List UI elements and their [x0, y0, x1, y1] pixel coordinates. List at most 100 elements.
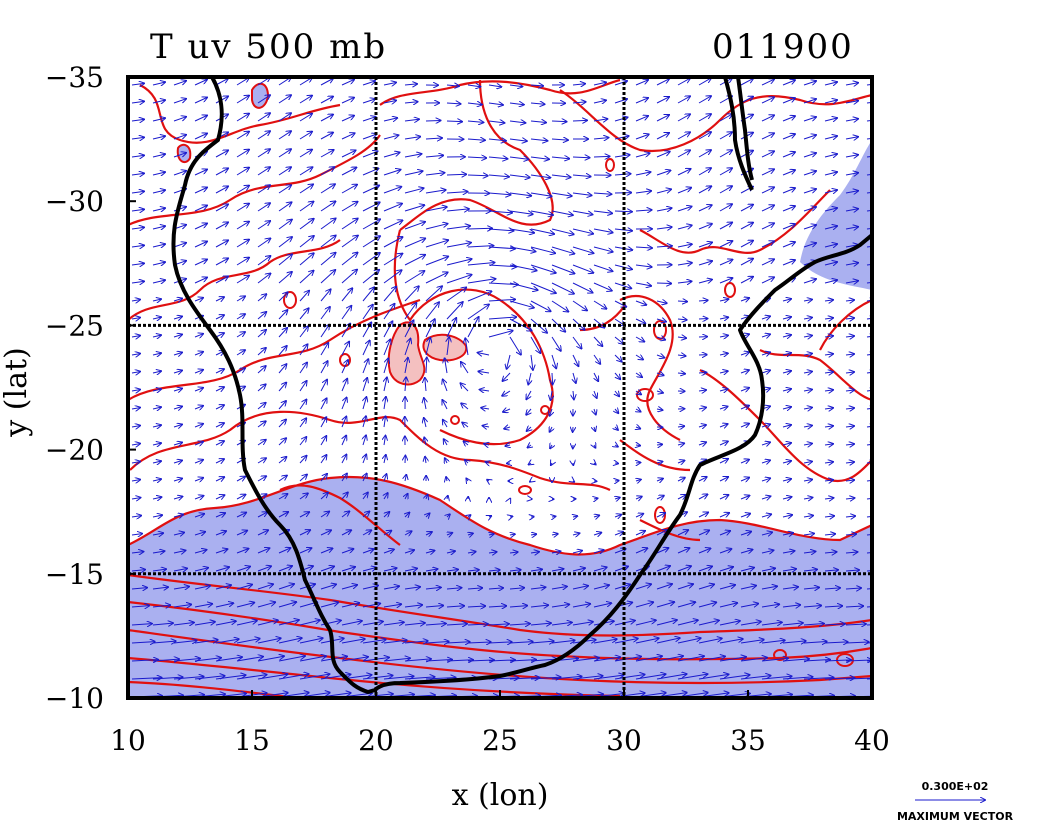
wind-vector [761, 352, 770, 355]
wind-vector [761, 658, 788, 661]
wind-vector [719, 204, 732, 212]
wind-vector [719, 603, 737, 608]
wind-vector [782, 425, 791, 427]
wind-vector [404, 171, 423, 176]
wind-vector [782, 371, 791, 373]
wind-vector [761, 478, 770, 481]
y-tick-label: −10 [45, 682, 104, 715]
wind-vector [194, 640, 218, 644]
wind-vector [866, 155, 872, 158]
wind-vector [551, 336, 561, 351]
wind-vector [698, 477, 707, 481]
wind-vector [530, 336, 540, 353]
wind-vector [782, 317, 791, 319]
wind-vector [341, 398, 347, 410]
wind-vector [320, 455, 327, 464]
wind-vector [824, 336, 833, 337]
wind-vector [194, 170, 207, 176]
wind-vector [299, 96, 312, 104]
wind-vector [719, 168, 732, 176]
vector-legend-label: MAXIMUM VECTOR [897, 810, 1014, 823]
x-tick-label: 40 [854, 724, 890, 757]
wind-vector [467, 85, 480, 87]
wind-vector [824, 244, 837, 247]
wind-vector [677, 602, 695, 608]
wind-vector [677, 373, 685, 374]
wind-vector [656, 409, 663, 410]
wind-vector [593, 156, 610, 157]
wind-vector [173, 641, 197, 644]
wind-vector [320, 325, 329, 338]
wind-vector [383, 604, 401, 607]
wind-vector [152, 425, 161, 427]
wind-vector [824, 154, 837, 157]
wind-vector [509, 336, 521, 355]
wind-vector [845, 300, 854, 301]
wind-vector [152, 623, 173, 625]
wind-vector [446, 642, 470, 643]
wind-vector [487, 480, 489, 481]
wind-vector [467, 246, 493, 247]
wind-vector [614, 155, 630, 157]
wind-vector [194, 278, 207, 284]
wind-vector [782, 98, 795, 104]
wind-vector [530, 175, 550, 178]
wind-vector [698, 494, 707, 500]
wind-vector [782, 641, 806, 643]
wind-vector [803, 189, 816, 194]
wind-vector [383, 622, 404, 625]
y-tick-label: −15 [45, 558, 104, 591]
wind-vector [824, 588, 840, 589]
wind-vector [698, 425, 706, 427]
wind-vector [173, 299, 182, 302]
wind-vector [278, 202, 292, 212]
wind-vector [131, 426, 140, 427]
wind-vector [614, 300, 626, 307]
wind-vector [573, 516, 577, 517]
wind-vector [236, 603, 254, 608]
wind-vector [405, 475, 406, 482]
wind-vector [131, 191, 144, 193]
wind-vector [552, 372, 553, 384]
wind-vector [467, 279, 495, 284]
wind-vector [740, 424, 749, 427]
wind-vector [719, 132, 732, 140]
wind-vector [236, 296, 245, 302]
wind-vector [480, 390, 490, 391]
wind-vector [824, 426, 833, 427]
wind-vector [531, 354, 533, 370]
wind-vector [803, 642, 827, 644]
wind-vector [656, 530, 667, 536]
wind-vector [467, 624, 488, 625]
wind-vector [194, 622, 215, 625]
wind-vector [467, 175, 488, 176]
wind-vector [236, 150, 249, 158]
wind-vector [488, 157, 507, 159]
wind-vector [698, 319, 707, 320]
wind-vector [550, 445, 552, 448]
wind-vector [215, 150, 228, 158]
wind-vector [635, 153, 650, 158]
wind-vector [782, 515, 792, 517]
wind-vector [740, 514, 750, 517]
wind-vector [824, 208, 837, 211]
wind-vector [173, 353, 182, 356]
wind-vector [278, 438, 286, 446]
wind-vector [257, 113, 270, 122]
wind-vector [152, 659, 179, 661]
wind-vector [425, 121, 441, 122]
wind-vector [677, 78, 690, 86]
wind-vector [278, 476, 287, 482]
wind-vector [635, 638, 659, 644]
wind-vector [425, 224, 448, 230]
wind-vector [551, 640, 575, 643]
wind-vector [488, 299, 515, 301]
wind-vector [236, 549, 248, 554]
wind-vector [194, 260, 207, 266]
wind-vector [152, 677, 183, 679]
wind-vector [489, 516, 491, 517]
wind-vector [488, 265, 516, 267]
wind-vector [530, 103, 545, 104]
wind-vector [677, 461, 684, 464]
wind-vector [866, 209, 872, 212]
